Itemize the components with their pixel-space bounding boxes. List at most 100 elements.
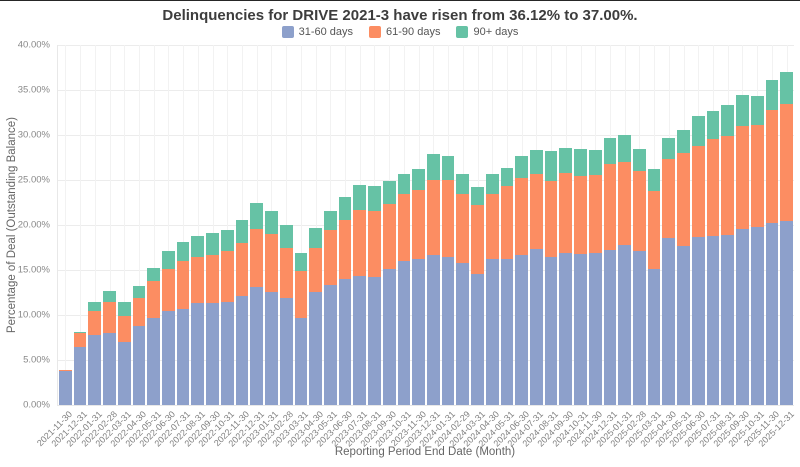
- bar-2024-11-30: [588, 150, 602, 405]
- bar-segment-31-60 days: [633, 251, 646, 405]
- bar-2023-01-31: [265, 210, 278, 405]
- bar-segment-31-60 days: [691, 236, 705, 405]
- bar-segment-90+ days: [706, 110, 720, 139]
- bar-segment-61-90 days: [206, 254, 219, 304]
- bar-segment-61-90 days: [397, 194, 411, 261]
- bar-segment-90+ days: [750, 96, 764, 126]
- bar-segment-61-90 days: [220, 251, 234, 303]
- bar-segment-90+ days: [574, 149, 587, 177]
- bar-segment-61-90 days: [485, 194, 499, 260]
- vertical-gridline: [124, 45, 126, 405]
- bar-segment-31-60 days: [103, 333, 116, 405]
- bar-segment-90+ days: [220, 230, 234, 252]
- bar-segment-31-60 days: [574, 253, 587, 405]
- bar-segment-90+ days: [265, 210, 278, 235]
- bar-2023-02-28: [279, 225, 293, 405]
- bar-segment-90+ days: [88, 302, 102, 312]
- bar-segment-90+ days: [117, 302, 131, 316]
- bar-segment-61-90 days: [162, 269, 175, 311]
- bar-segment-61-90 days: [618, 162, 632, 245]
- bar-segment-90+ days: [73, 332, 87, 333]
- bar-segment-61-90 days: [530, 173, 543, 250]
- vertical-gridline: [300, 45, 302, 405]
- bar-segment-90+ days: [647, 169, 661, 191]
- bar-segment-31-60 days: [147, 317, 161, 405]
- vertical-gridline: [168, 45, 170, 405]
- bar-segment-31-60 days: [765, 223, 779, 405]
- bar-2023-11-30: [412, 169, 425, 405]
- y-tick-label: 35.00%: [17, 84, 50, 96]
- bar-segment-31-60 days: [250, 287, 264, 405]
- bar-segment-61-90 days: [441, 180, 455, 257]
- bar-segment-90+ days: [323, 210, 337, 230]
- bar-2022-12-31: [250, 202, 264, 405]
- bar-segment-61-90 days: [368, 210, 381, 278]
- legend-label: 31-60 days: [298, 26, 354, 38]
- bar-2022-06-30: [162, 251, 175, 405]
- bar-segment-90+ days: [368, 186, 381, 211]
- bar-segment-31-60 days: [220, 302, 234, 405]
- bar-segment-61-90 days: [323, 229, 337, 286]
- legend-label: 61-90 days: [386, 26, 441, 38]
- bar-segment-90+ days: [456, 173, 470, 195]
- vertical-gridline: [315, 45, 317, 405]
- bar-2025-09-30: [736, 95, 749, 405]
- bar-segment-61-90 days: [88, 311, 102, 335]
- bar-2025-11-30: [765, 79, 779, 405]
- vertical-gridline: [109, 45, 111, 405]
- bar-2022-07-31: [176, 242, 190, 405]
- legend-item-61-90-days[interactable]: 61-90 days: [369, 26, 440, 38]
- bar-2024-04-30: [485, 173, 499, 405]
- legend: 31-60 days 61-90 days 90+ days: [0, 26, 800, 38]
- bar-segment-90+ days: [515, 155, 528, 179]
- bar-segment-90+ days: [294, 252, 308, 271]
- bar-segment-31-60 days: [206, 303, 219, 405]
- bar-segment-90+ days: [603, 137, 617, 164]
- bar-2023-05-31: [323, 210, 337, 405]
- bar-segment-61-90 days: [235, 243, 249, 297]
- bar-segment-61-90 days: [73, 333, 87, 347]
- bar-2025-03-31: [647, 169, 661, 405]
- bar-2024-06-30: [515, 155, 528, 405]
- bar-segment-90+ days: [132, 286, 146, 298]
- bar-segment-31-60 days: [309, 291, 322, 405]
- bar-segment-31-60 days: [588, 252, 602, 405]
- bar-2023-03-31: [294, 252, 308, 405]
- bar-segment-31-60 days: [515, 254, 528, 405]
- bar-segment-61-90 days: [691, 145, 705, 237]
- bar-segment-90+ days: [721, 105, 735, 136]
- bar-segment-90+ days: [162, 251, 175, 270]
- legend-item-31-60-days[interactable]: 31-60 days: [281, 26, 354, 38]
- bar-segment-90+ days: [279, 225, 293, 248]
- bar-segment-31-60 days: [544, 256, 558, 405]
- legend-item-90-plus-days[interactable]: 90+ days: [456, 26, 518, 38]
- horizontal-gridline: [58, 270, 794, 271]
- bar-2024-01-31: [441, 155, 455, 405]
- bar-segment-61-90 days: [294, 270, 308, 318]
- y-tick-label: 30.00%: [17, 129, 50, 141]
- horizontal-gridline: [58, 180, 794, 181]
- bar-segment-90+ days: [559, 147, 573, 173]
- vertical-gridline: [212, 45, 214, 405]
- y-tick-label: 15.00%: [17, 264, 50, 276]
- bar-segment-31-60 days: [530, 249, 543, 405]
- bar-segment-31-60 days: [485, 259, 499, 405]
- bar-segment-90+ days: [353, 185, 367, 210]
- bar-2024-07-31: [530, 150, 543, 405]
- bar-segment-61-90 days: [426, 180, 440, 255]
- bar-segment-61-90 days: [147, 280, 161, 318]
- plot-area[interactable]: [57, 45, 794, 406]
- bar-2025-07-31: [706, 110, 720, 405]
- horizontal-gridline: [58, 360, 794, 361]
- bar-2024-05-31: [500, 168, 514, 405]
- bar-2024-08-31: [544, 151, 558, 405]
- bar-segment-31-60 days: [677, 245, 690, 405]
- bar-segment-90+ days: [426, 153, 440, 181]
- chart-title: Delinquencies for DRIVE 2021-3 have rise…: [162, 7, 638, 24]
- bar-segment-31-60 days: [132, 325, 146, 405]
- bar-segment-31-60 days: [721, 234, 735, 405]
- bar-segment-31-60 days: [559, 252, 573, 405]
- bar-segment-31-60 days: [88, 334, 102, 405]
- horizontal-gridline: [58, 90, 794, 91]
- bar-segment-61-90 days: [736, 126, 749, 229]
